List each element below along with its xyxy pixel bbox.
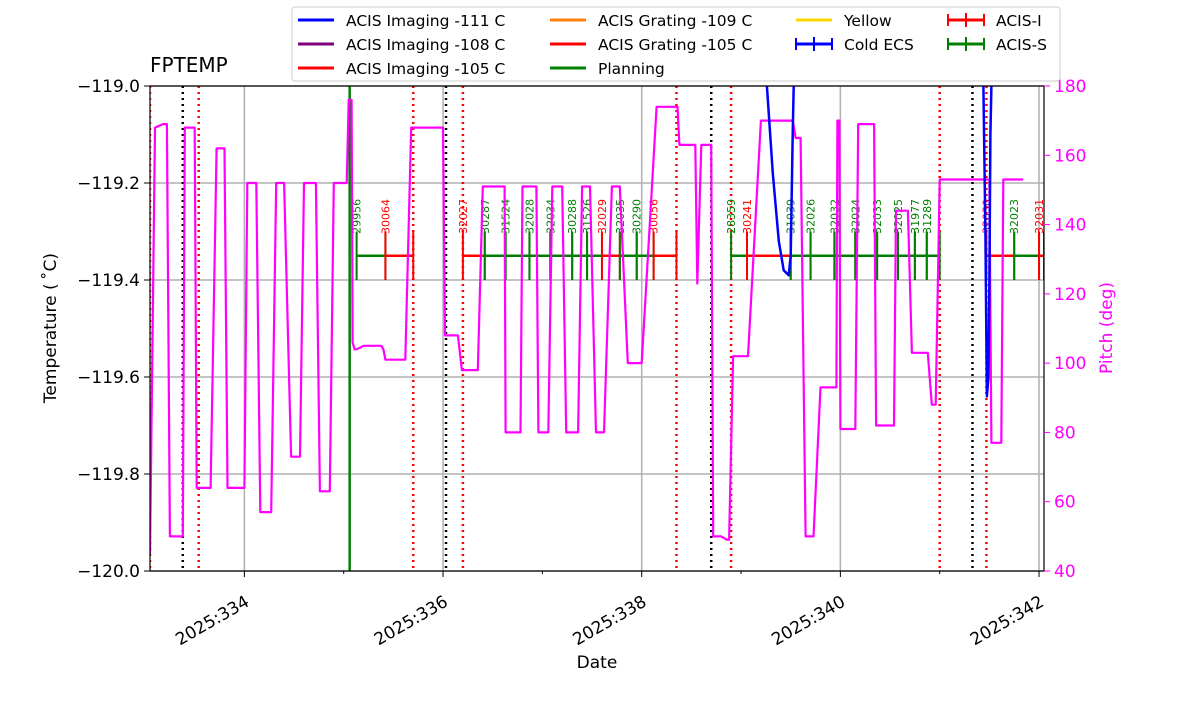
x-tick-label: 2025:336: [371, 592, 452, 650]
legend: ACIS Imaging -111 C ACIS Imaging -108 C AC…: [291, 6, 1061, 82]
x-axis: 2025:334 2025:336 2025:338 2025:340 2025:342: [172, 571, 1048, 650]
obsid-label: 30241: [741, 199, 754, 234]
obsid-label: 32025: [892, 199, 905, 234]
obsid-label: 32033: [871, 199, 884, 234]
legend-label: ACIS-S: [996, 36, 1047, 54]
y2-tick-label: 100: [1054, 354, 1086, 374]
obsid-label: 31977: [909, 199, 922, 234]
obsid-label: 32028: [523, 199, 536, 234]
legend-label: ACIS Grating -105 C: [598, 36, 752, 54]
y2-axis: 40 60 80 100 120 140 160 180: [1044, 77, 1086, 582]
grid-lines: [150, 85, 1044, 572]
y-axis: −120.0 −119.8 −119.6 −119.4 −119.2 −119.0: [77, 77, 150, 582]
y2-tick-label: 120: [1054, 285, 1086, 305]
obsid-label: 31289: [921, 199, 934, 234]
obsid-label: 29956: [351, 199, 364, 234]
y-axis-label: Temperature ( ˚C): [40, 253, 61, 404]
obsid-label: 31524: [500, 199, 513, 234]
x-tick-label: 2025:340: [768, 592, 849, 650]
legend-label: ACIS Imaging -111 C: [346, 12, 505, 30]
plot-area: 29956 30064 32027 30287 31524 32028 32034 30288…: [150, 86, 1046, 571]
legend-label: ACIS Grating -109 C: [598, 12, 752, 30]
legend-label: ACIS Imaging -108 C: [346, 36, 505, 54]
obsid-label: 32026: [805, 199, 818, 234]
legend-box: [291, 6, 1061, 82]
obsid-label: 30288: [566, 199, 579, 234]
x-tick-label: 2025:338: [570, 592, 651, 650]
y2-tick-label: 140: [1054, 216, 1086, 236]
obsid-label: 30064: [379, 199, 392, 234]
legend-label: ACIS Imaging -105 C: [346, 60, 505, 78]
obsid-label: 30290: [631, 199, 644, 234]
obsid-label: 32031: [1033, 199, 1046, 234]
y-tick-label: −119.2: [77, 174, 140, 194]
legend-label: Cold ECS: [844, 36, 914, 54]
pitch-line: [150, 98, 1024, 554]
obsid-label: 28359: [725, 199, 738, 234]
legend-label: ACIS-I: [996, 12, 1042, 30]
y-tick-label: −119.4: [77, 271, 140, 291]
y2-tick-label: 60: [1054, 493, 1076, 513]
y-tick-label: −120.0: [77, 562, 140, 582]
y2-tick-label: 160: [1054, 146, 1086, 166]
x-tick-label: 2025:334: [172, 592, 253, 650]
y2-tick-label: 40: [1054, 562, 1076, 582]
fptemp-line: [982, 86, 993, 398]
y-tick-label: −119.6: [77, 368, 140, 388]
obsid-label: 32030: [980, 199, 993, 234]
obsid-label: 32023: [1008, 199, 1021, 234]
obsid-label: 32027: [457, 199, 470, 234]
chart-title: FPTEMP: [150, 53, 228, 77]
legend-label: Yellow: [843, 12, 892, 30]
y-tick-label: −119.8: [77, 465, 140, 485]
legend-label: Planning: [598, 60, 665, 78]
x-tick-label: 2025:342: [967, 592, 1048, 650]
obsid-label: 32024: [849, 199, 862, 234]
y2-tick-label: 80: [1054, 423, 1076, 443]
y-tick-label: −119.0: [77, 77, 140, 97]
y2-axis-label: Pitch (deg): [1097, 282, 1117, 374]
y2-tick-label: 180: [1054, 77, 1086, 97]
fptemp-line: [765, 86, 795, 277]
x-axis-label: Date: [577, 653, 618, 673]
plot-frame: [149, 85, 1045, 572]
obsid-label: 32029: [596, 199, 609, 234]
